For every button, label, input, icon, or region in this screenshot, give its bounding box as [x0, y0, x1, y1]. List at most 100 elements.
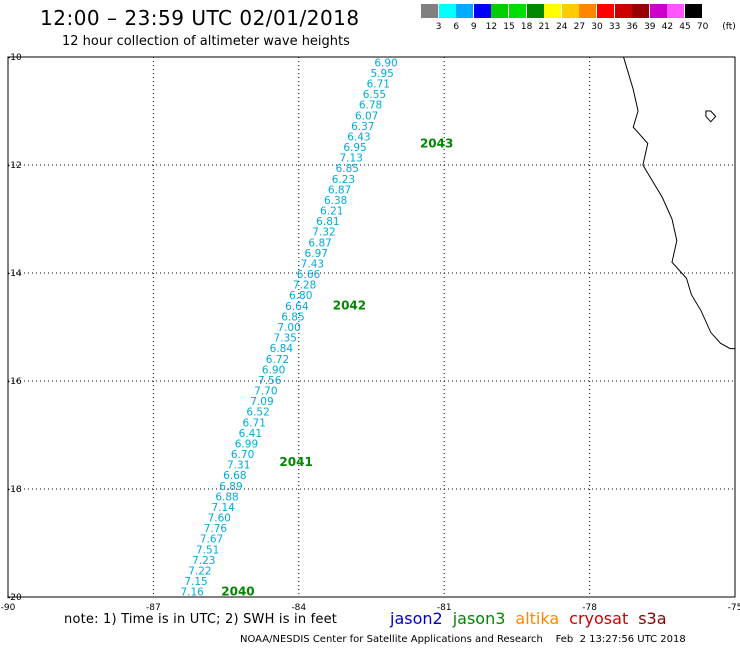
swh-value-label: 6.64 — [285, 301, 309, 313]
swh-value-label: 7.43 — [301, 258, 324, 270]
swh-value-label: 7.31 — [227, 460, 250, 472]
swh-value-label: 7.23 — [192, 555, 215, 567]
chart-title: 12:00 – 23:59 UTC 02/01/2018 — [40, 6, 360, 30]
swh-value-label: 6.07 — [355, 110, 378, 122]
swh-value-label: 7.60 — [208, 513, 231, 525]
y-tick-label: -12 — [7, 161, 22, 171]
color-scale-label: 21 — [538, 22, 550, 32]
legend-entry-s3a: s3a — [638, 609, 667, 628]
swh-value-label: 6.85 — [336, 163, 359, 175]
y-tick-label: -14 — [7, 269, 22, 279]
swh-value-label: 5.95 — [370, 68, 393, 80]
swh-value-label: 6.87 — [308, 237, 331, 249]
swh-value-label: 6.78 — [359, 100, 382, 112]
swh-value-label: 6.90 — [262, 364, 285, 376]
swh-value-label: 7.28 — [293, 280, 316, 292]
x-tick-label: -81 — [437, 603, 452, 612]
swh-value-label: 7.09 — [250, 396, 273, 408]
swh-value-label: 7.76 — [204, 523, 228, 535]
color-scale-label: 9 — [470, 22, 477, 32]
swh-value-label: 7.32 — [312, 227, 335, 239]
swh-value-label: 6.71 — [367, 79, 390, 91]
swh-value-label: 7.16 — [180, 587, 204, 599]
color-swatch — [561, 4, 579, 18]
color-scale-label: 6 — [453, 22, 460, 32]
swh-value-label: 7.56 — [258, 375, 282, 387]
color-swatch — [597, 4, 614, 18]
x-tick-label: -87 — [146, 603, 161, 612]
color-swatch — [438, 4, 456, 18]
swh-value-label: 6.80 — [289, 290, 312, 302]
swh-value-label: 7.70 — [254, 386, 277, 398]
swh-value-label: 7.67 — [200, 534, 223, 546]
swh-value-label: 6.90 — [374, 57, 397, 69]
swh-value-label: 6.21 — [320, 206, 343, 218]
color-scale-label: 39 — [644, 22, 656, 32]
color-swatch — [421, 4, 438, 18]
color-scale-label: 45 — [679, 22, 691, 32]
pass-time-label: 2040 — [221, 585, 254, 599]
swh-value-label: 6.97 — [305, 248, 328, 260]
footer-note: note: 1) Time is in UTC; 2) SWH is in fe… — [64, 612, 338, 627]
color-swatch — [649, 4, 667, 18]
color-swatch — [579, 4, 597, 18]
swh-value-label: 7.35 — [274, 333, 297, 345]
x-tick-label: -78 — [582, 603, 597, 612]
color-scale-label: 42 — [661, 22, 674, 32]
color-swatch — [667, 4, 685, 18]
swh-value-label: 7.00 — [277, 322, 300, 334]
color-swatch — [544, 4, 562, 18]
swh-value-label: 6.71 — [243, 417, 266, 429]
x-tick-label: -75 — [728, 603, 740, 612]
legend-entry-jason3: jason3 — [452, 609, 506, 628]
color-swatch — [473, 4, 491, 18]
swh-value-label: 6.84 — [270, 343, 294, 355]
swh-value-label: 6.43 — [347, 131, 370, 143]
color-scale-label: 3 — [435, 22, 442, 32]
island-outline — [705, 110, 717, 123]
color-scale-label: 12 — [485, 22, 498, 32]
color-swatch — [456, 4, 474, 18]
swh-value-label: 6.52 — [246, 407, 269, 419]
color-scale-legend: 3 6 9 12 15 18 21 24 27 30 33 36 39 42 45 70 (ft) — [421, 4, 737, 40]
color-swatch — [509, 4, 526, 18]
swh-value-label: 6.99 — [235, 438, 258, 450]
color-swatch — [632, 4, 650, 18]
color-swatch — [685, 4, 702, 18]
color-scale-label: 15 — [503, 22, 515, 32]
swh-value-label: 6.38 — [324, 195, 347, 207]
swh-value-label: 6.70 — [231, 449, 254, 461]
pass-time-label: 2042 — [333, 298, 366, 312]
y-tick-label: -18 — [7, 485, 22, 495]
map-plot: -90 -87 -84 -81 -78 -75 -10 -12 -14 -16 -18 -20 6.90… — [1, 53, 740, 612]
color-swatch — [526, 4, 544, 18]
y-tick-label: -20 — [7, 593, 22, 603]
swh-value-label: 6.68 — [223, 470, 246, 482]
swh-value-label: 7.51 — [196, 544, 219, 556]
color-scale-label: 27 — [573, 22, 586, 32]
plot-frame — [7, 56, 736, 598]
swh-value-label: 6.72 — [266, 354, 289, 366]
swh-value-label: 6.81 — [316, 216, 339, 228]
swh-value-label: 6.55 — [363, 89, 386, 101]
chart-subtitle: 12 hour collection of altimeter wave hei… — [62, 34, 350, 49]
color-scale-unit: (ft) — [722, 22, 736, 32]
x-tick-label: -90 — [1, 603, 16, 612]
legend-entry-altika: altika — [515, 609, 560, 628]
swh-value-label: 6.37 — [351, 121, 374, 133]
swh-value-label: 6.66 — [297, 269, 321, 281]
legend-entry-cryosat: cryosat — [569, 609, 629, 628]
swh-value-label: 6.87 — [328, 184, 351, 196]
pass-time-label: 2041 — [279, 455, 312, 469]
swh-value-label: 7.15 — [184, 576, 207, 588]
pass-time-label: 2043 — [420, 136, 453, 150]
x-tick-label: -84 — [291, 603, 306, 612]
color-scale-label: 70 — [696, 22, 709, 32]
color-scale-label: 24 — [556, 22, 568, 32]
swh-value-label: 6.23 — [332, 174, 355, 186]
swh-value-label: 7.14 — [211, 502, 235, 514]
coastline — [623, 56, 735, 350]
color-swatch — [491, 4, 509, 18]
color-swatch — [614, 4, 632, 18]
swh-value-label: 7.22 — [188, 565, 211, 577]
